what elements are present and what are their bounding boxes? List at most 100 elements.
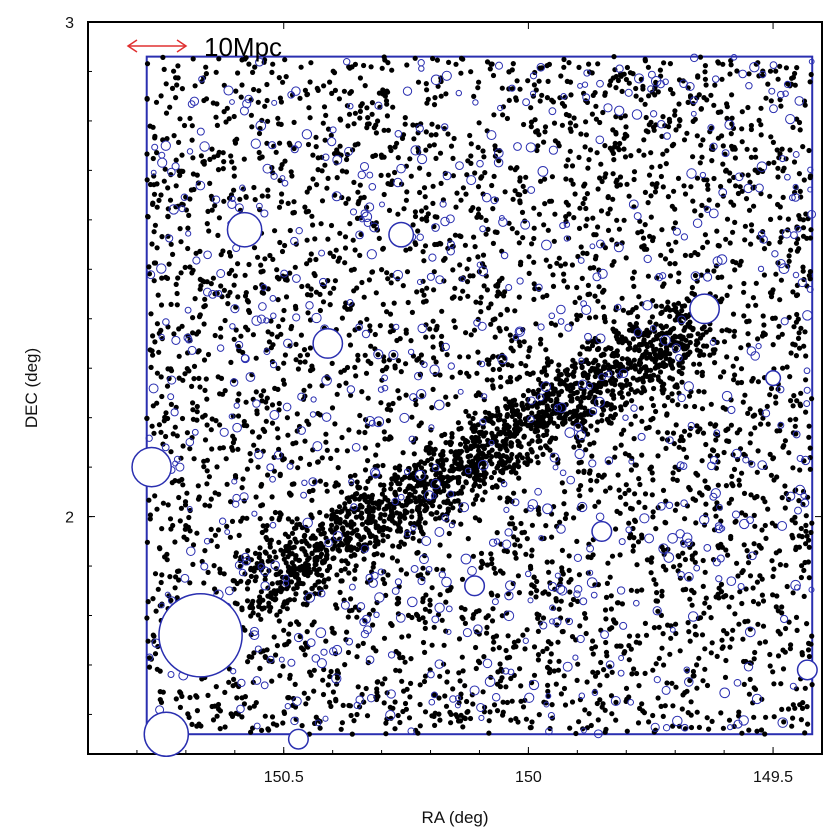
galaxy-point bbox=[395, 388, 401, 394]
galaxy-point bbox=[489, 618, 496, 624]
galaxy-point bbox=[787, 374, 793, 380]
galaxy-point bbox=[752, 147, 758, 153]
galaxy-point bbox=[534, 128, 541, 134]
galaxy-point bbox=[711, 268, 717, 274]
galaxy-point bbox=[704, 682, 711, 689]
galaxy-point bbox=[790, 465, 796, 471]
galaxy-point bbox=[223, 119, 229, 125]
galaxy-point bbox=[229, 159, 235, 165]
galaxy-point bbox=[419, 393, 425, 399]
galaxy-point bbox=[651, 127, 657, 133]
galaxy-point bbox=[374, 463, 381, 469]
galaxy-point bbox=[459, 654, 465, 660]
galaxy-point bbox=[157, 546, 163, 552]
galaxy-point bbox=[509, 402, 515, 408]
galaxy-point bbox=[289, 545, 295, 551]
galaxy-point bbox=[431, 355, 437, 361]
galaxy-point bbox=[242, 694, 248, 700]
galaxy-point bbox=[779, 331, 785, 337]
galaxy-point bbox=[267, 554, 273, 560]
galaxy-point bbox=[373, 130, 379, 136]
galaxy-point bbox=[291, 119, 297, 125]
galaxy-point bbox=[592, 293, 598, 299]
galaxy-point bbox=[324, 185, 330, 191]
galaxy-point bbox=[524, 451, 530, 457]
galaxy-point bbox=[602, 729, 608, 735]
galaxy-point bbox=[704, 239, 711, 245]
galaxy-point bbox=[407, 694, 413, 700]
galaxy-point bbox=[697, 348, 703, 354]
galaxy-point bbox=[771, 681, 777, 687]
galaxy-point bbox=[152, 222, 158, 228]
galaxy-point bbox=[728, 535, 734, 542]
galaxy-point bbox=[531, 574, 537, 580]
galaxy-point bbox=[607, 626, 613, 632]
galaxy-point bbox=[274, 267, 280, 273]
galaxy-point bbox=[599, 418, 605, 424]
galaxy-points bbox=[144, 54, 815, 737]
galaxy-point bbox=[471, 475, 477, 481]
galaxy-point bbox=[519, 400, 525, 406]
galaxy-point bbox=[251, 703, 257, 709]
galaxy-point bbox=[279, 191, 285, 197]
galaxy-point bbox=[729, 92, 735, 98]
galaxy-point bbox=[282, 158, 288, 164]
galaxy-point bbox=[349, 530, 355, 536]
galaxy-point bbox=[506, 429, 513, 435]
galaxy-point bbox=[533, 321, 539, 327]
galaxy-point bbox=[691, 673, 697, 679]
galaxy-point bbox=[538, 341, 544, 347]
galaxy-point bbox=[639, 418, 645, 424]
galaxy-point bbox=[264, 523, 270, 529]
galaxy-point bbox=[217, 726, 223, 732]
galaxy-point bbox=[483, 231, 489, 237]
galaxy-point bbox=[702, 63, 709, 69]
galaxy-point bbox=[750, 598, 757, 605]
galaxy-point bbox=[303, 595, 309, 601]
galaxy-point bbox=[521, 529, 528, 535]
galaxy-point bbox=[774, 147, 780, 153]
galaxy-point bbox=[753, 550, 759, 556]
galaxy-point bbox=[508, 675, 514, 682]
galaxy-point bbox=[394, 601, 400, 607]
galaxy-point bbox=[240, 476, 246, 482]
galaxy-point bbox=[613, 85, 619, 91]
galaxy-point bbox=[466, 256, 472, 262]
galaxy-point bbox=[717, 374, 724, 380]
galaxy-point bbox=[728, 422, 735, 428]
galaxy-point bbox=[783, 625, 789, 632]
galaxy-point bbox=[316, 579, 322, 585]
galaxy-point bbox=[311, 271, 317, 277]
galaxy-point bbox=[603, 488, 609, 494]
galaxy-point bbox=[516, 475, 522, 481]
galaxy-point bbox=[271, 549, 277, 555]
galaxy-point bbox=[515, 638, 521, 644]
galaxy-point bbox=[685, 99, 691, 105]
galaxy-point bbox=[492, 570, 499, 576]
galaxy-point bbox=[517, 178, 523, 184]
galaxy-point bbox=[722, 151, 728, 157]
galaxy-point bbox=[324, 552, 330, 558]
galaxy-point bbox=[419, 208, 425, 214]
galaxy-point bbox=[559, 547, 566, 554]
galaxy-point bbox=[382, 580, 388, 587]
galaxy-point bbox=[430, 334, 436, 340]
galaxy-point bbox=[202, 387, 208, 393]
galaxy-point bbox=[552, 138, 559, 144]
galaxy-point bbox=[664, 680, 670, 686]
galaxy-point bbox=[536, 211, 543, 217]
galaxy-point bbox=[517, 543, 523, 549]
galaxy-point bbox=[526, 441, 532, 447]
galaxy-point bbox=[430, 183, 436, 189]
galaxy-point bbox=[480, 191, 486, 197]
galaxy-point bbox=[504, 447, 510, 454]
galaxy-point bbox=[647, 233, 653, 239]
galaxy-point bbox=[412, 213, 419, 220]
galaxy-point bbox=[659, 588, 665, 594]
galaxy-point bbox=[567, 148, 573, 154]
galaxy-point bbox=[563, 199, 569, 205]
galaxy-point bbox=[532, 429, 538, 435]
galaxy-point bbox=[392, 473, 398, 479]
galaxy-point bbox=[480, 478, 486, 484]
galaxy-point bbox=[460, 724, 466, 730]
